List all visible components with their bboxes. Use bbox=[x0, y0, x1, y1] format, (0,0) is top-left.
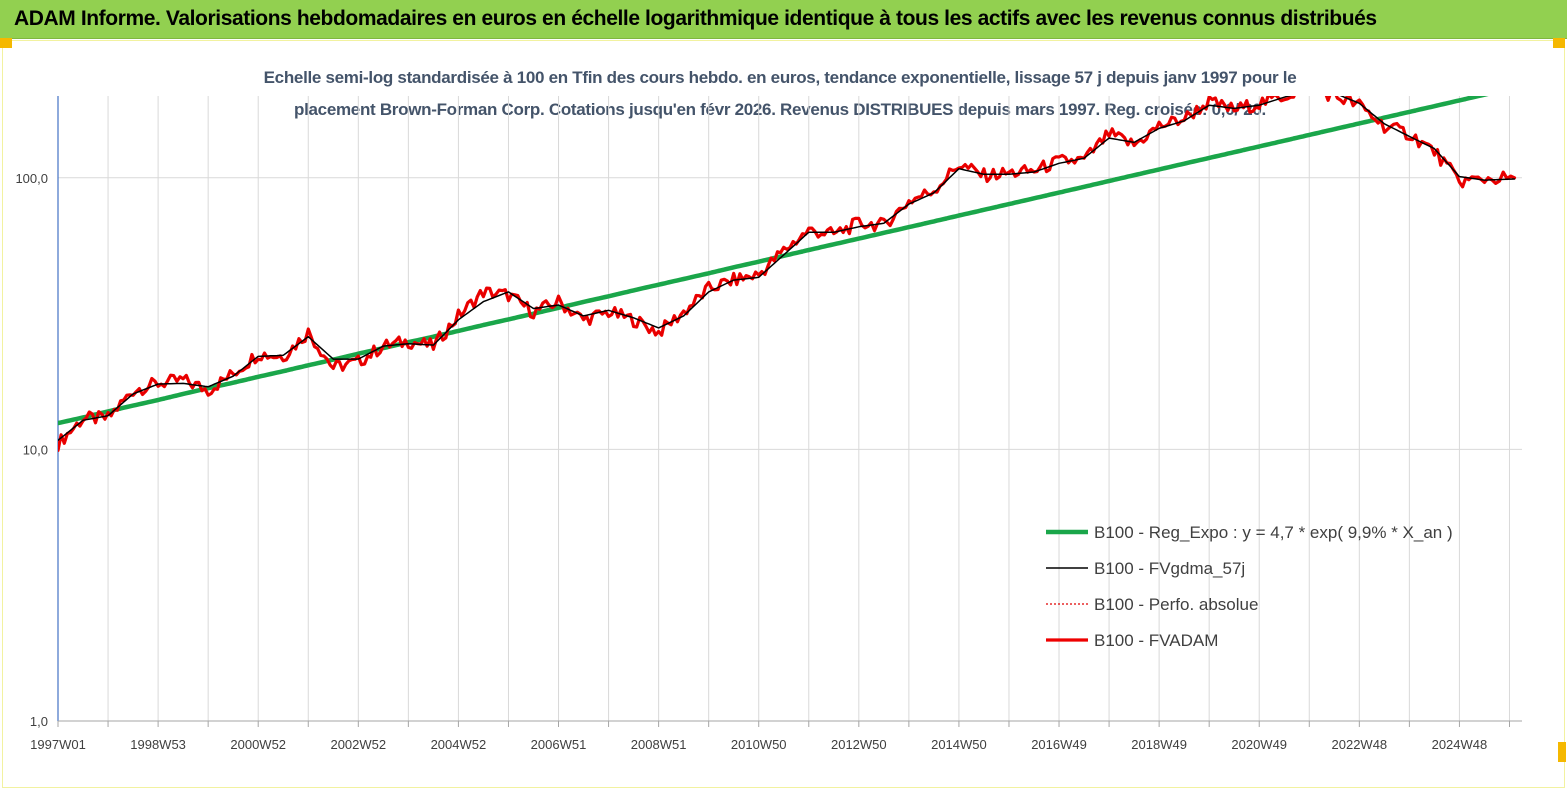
page-title: ADAM Informe. Valorisations hebdomadaire… bbox=[14, 7, 1377, 30]
x-tick-label: 1998W53 bbox=[130, 737, 186, 752]
x-tick-label: 2008W51 bbox=[631, 737, 687, 752]
chart-title: Echelle semi-log standardisée à 100 en T… bbox=[263, 68, 1297, 87]
y-tick-label: 1,0 bbox=[30, 714, 48, 729]
corner-marker-br bbox=[1558, 742, 1566, 762]
x-tick-label: 2000W52 bbox=[230, 737, 286, 752]
series-lines bbox=[58, 96, 1517, 452]
x-tick-label: 2012W50 bbox=[831, 737, 887, 752]
x-tick-label: 1997W01 bbox=[30, 737, 86, 752]
x-tick-label: 2010W50 bbox=[731, 737, 787, 752]
series-line-reg bbox=[58, 96, 1489, 426]
x-tick-label: 2004W52 bbox=[431, 737, 487, 752]
x-tick-label: 2016W49 bbox=[1031, 737, 1087, 752]
x-tick-label: 2018W49 bbox=[1131, 737, 1187, 752]
legend-label-fvadam: B100 - FVADAM bbox=[1094, 631, 1218, 650]
y-tick-label: 10,0 bbox=[23, 442, 48, 457]
x-tick-label: 2024W48 bbox=[1432, 737, 1488, 752]
legend-label-perfo: B100 - Perfo. absolue bbox=[1094, 595, 1258, 614]
x-tick-label: 2020W49 bbox=[1231, 737, 1287, 752]
corner-marker-tr bbox=[1553, 38, 1565, 48]
x-tick-label: 2014W50 bbox=[931, 737, 987, 752]
legend: B100 - Reg_Expo : y = 4,7 * exp( 9,9% * … bbox=[1046, 523, 1453, 650]
chart-frame bbox=[2, 40, 1565, 788]
corner-marker-tl bbox=[0, 38, 12, 48]
legend-label-fvgdma: B100 - FVgdma_57j bbox=[1094, 559, 1245, 578]
series-line-fvgdma bbox=[58, 96, 1516, 442]
gridlines bbox=[58, 96, 1522, 722]
series-line-perfo bbox=[58, 96, 1516, 451]
x-tick-label: 2022W48 bbox=[1332, 737, 1388, 752]
title-banner: ADAM Informe. Valorisations hebdomadaire… bbox=[0, 0, 1567, 39]
y-tick-label: 100,0 bbox=[15, 171, 48, 186]
chart-subtitle: placement Brown-Forman Corp. Cotations j… bbox=[294, 100, 1266, 119]
x-tick-label: 2006W51 bbox=[531, 737, 587, 752]
x-tick-label: 2002W52 bbox=[330, 737, 386, 752]
legend-label-reg: B100 - Reg_Expo : y = 4,7 * exp( 9,9% * … bbox=[1094, 523, 1453, 542]
axes: 1,0 10,0 100,0 1997W01 1998W53 2000W52 2002W52… bbox=[15, 96, 1522, 752]
